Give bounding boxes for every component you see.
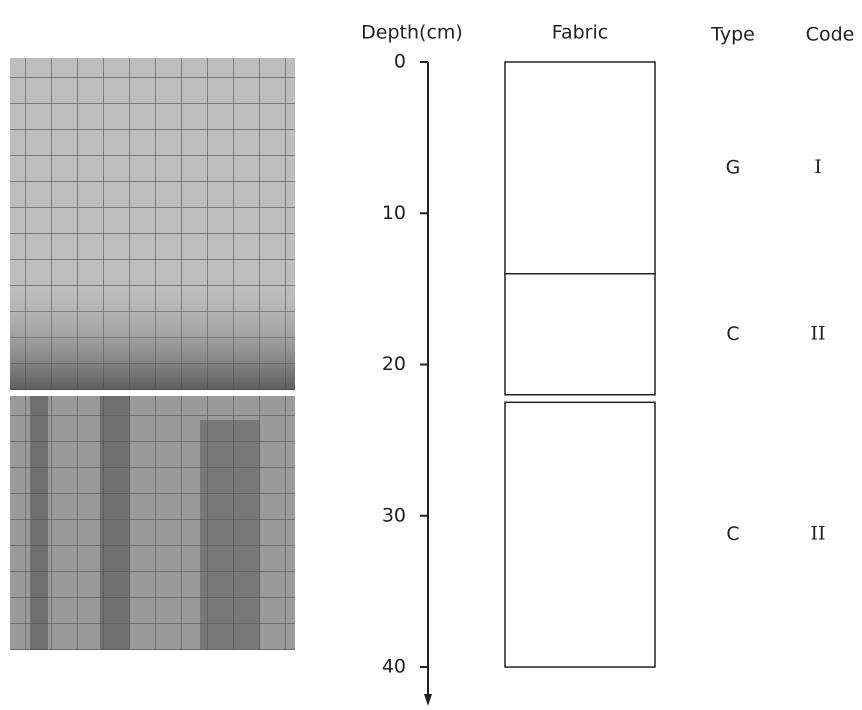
code-header: Code: [806, 24, 855, 46]
layer-type: C: [726, 523, 739, 545]
depth-tick-label: 10: [382, 202, 406, 224]
fabric-layer: [504, 401, 656, 668]
layer-type: G: [726, 156, 741, 178]
depth-tick-label: 30: [382, 504, 406, 526]
fabric-layer: [504, 273, 656, 396]
layer-type: C: [726, 323, 739, 345]
depth-tick-label: 0: [394, 51, 406, 73]
depth-tick-label: 20: [382, 353, 406, 375]
depth-tick-label: 40: [382, 656, 406, 678]
layer-code: I: [814, 156, 822, 178]
fabric-header: Fabric: [552, 22, 608, 44]
axis-arrow: [424, 694, 432, 706]
layer-code: II: [810, 322, 825, 344]
layer-code: II: [810, 523, 825, 545]
fabric-layer: [504, 61, 656, 275]
depth-header: Depth(cm): [361, 22, 463, 44]
core-photo: [10, 58, 295, 650]
type-header: Type: [710, 24, 755, 46]
